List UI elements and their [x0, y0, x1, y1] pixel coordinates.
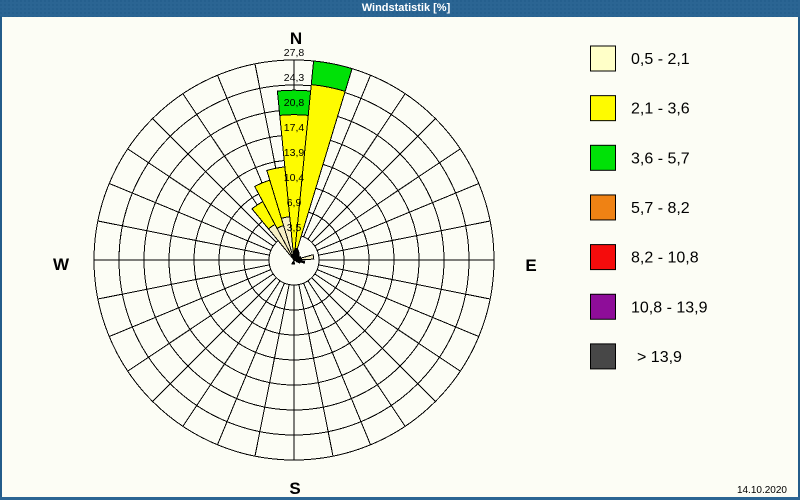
- svg-text:27,8: 27,8: [284, 47, 305, 59]
- svg-text:3,5: 3,5: [287, 222, 302, 234]
- svg-text:> 13,9: > 13,9: [637, 349, 682, 366]
- svg-text:N: N: [290, 29, 302, 48]
- svg-text:24,3: 24,3: [284, 72, 305, 84]
- svg-text:17,4: 17,4: [284, 122, 305, 134]
- svg-text:S: S: [289, 479, 300, 498]
- svg-text:6,9: 6,9: [287, 197, 302, 209]
- svg-text:13,9: 13,9: [284, 147, 305, 159]
- svg-text:5,7 - 8,2: 5,7 - 8,2: [631, 200, 690, 217]
- svg-text:10,4: 10,4: [284, 172, 305, 184]
- svg-text:10,8 - 13,9: 10,8 - 13,9: [631, 299, 708, 316]
- svg-text:20,8: 20,8: [284, 97, 305, 109]
- svg-text:E: E: [525, 256, 536, 275]
- svg-text:0,5 - 2,1: 0,5 - 2,1: [631, 51, 690, 68]
- svg-text:3,6 - 5,7: 3,6 - 5,7: [631, 150, 690, 167]
- svg-text:14.10.2020: 14.10.2020: [737, 485, 787, 496]
- svg-text:2,1 - 3,6: 2,1 - 3,6: [631, 101, 690, 118]
- svg-text:W: W: [53, 255, 70, 274]
- svg-text:8,2 - 10,8: 8,2 - 10,8: [631, 250, 699, 267]
